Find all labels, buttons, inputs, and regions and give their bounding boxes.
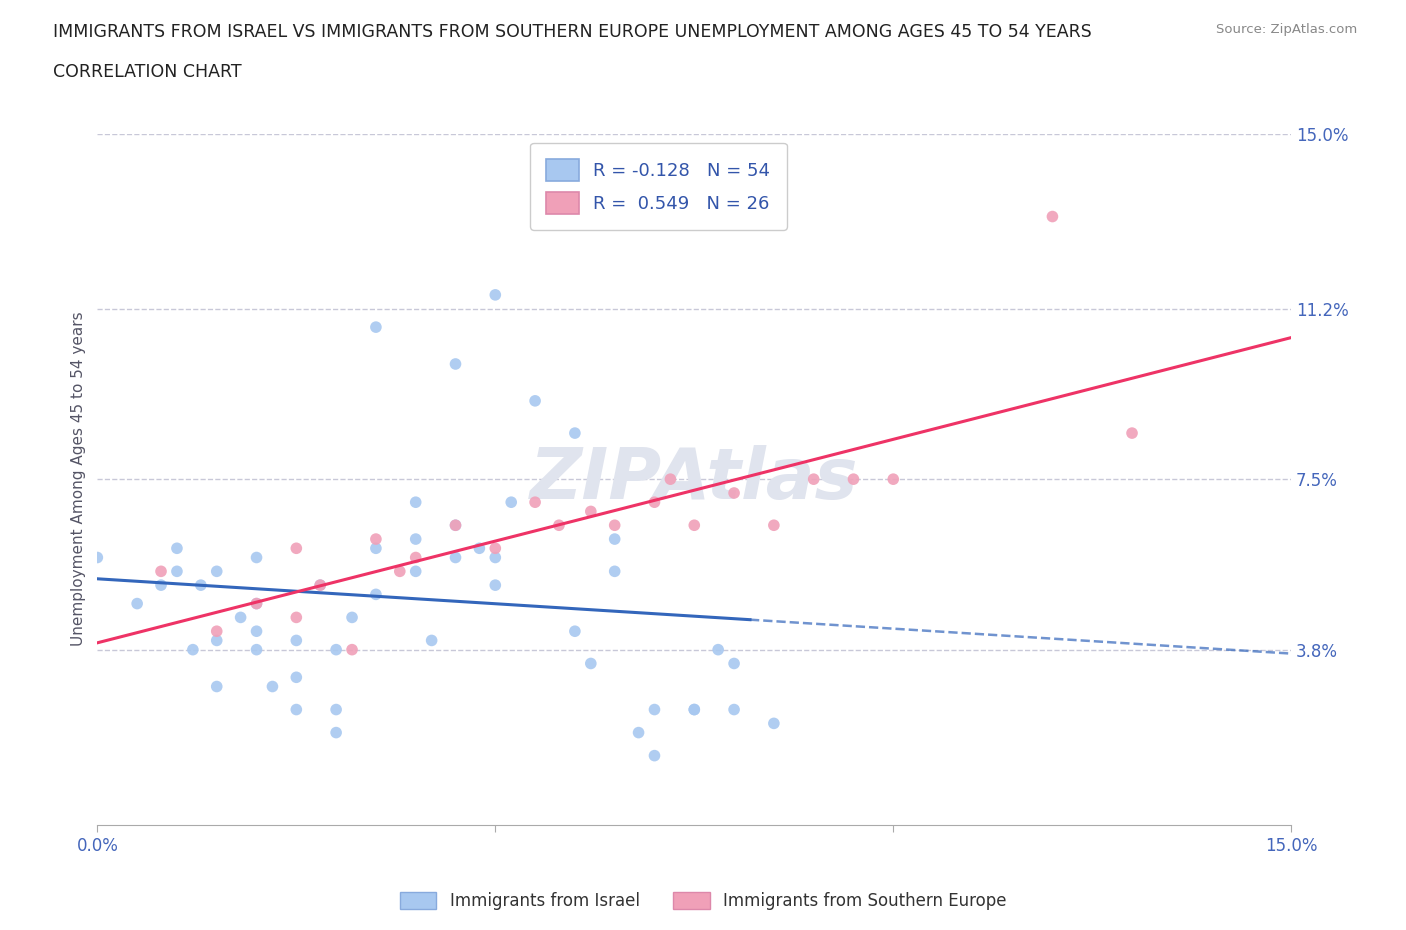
Point [86, 550, 108, 565]
Point [285, 541, 308, 556]
Point [762, 716, 785, 731]
Point [181, 643, 204, 658]
Point [683, 518, 706, 533]
Point [405, 550, 427, 565]
Point [245, 596, 267, 611]
Point [205, 633, 228, 648]
Point [603, 518, 626, 533]
Point [150, 564, 173, 578]
Point [762, 518, 785, 533]
Point [882, 472, 904, 486]
Point [579, 656, 602, 671]
Point [405, 532, 427, 547]
Point [309, 578, 332, 592]
Point [150, 578, 173, 592]
Point [501, 495, 523, 510]
Text: ZIPAtlas: ZIPAtlas [530, 445, 859, 513]
Point [683, 702, 706, 717]
Point [484, 578, 506, 592]
Point [325, 643, 347, 658]
Point [842, 472, 865, 486]
Point [245, 624, 267, 639]
Point [723, 656, 745, 671]
Point [723, 702, 745, 717]
Point [325, 725, 347, 740]
Point [803, 472, 825, 486]
Point [548, 518, 571, 533]
Point [285, 702, 308, 717]
Point [420, 633, 443, 648]
Point [285, 610, 308, 625]
Point [285, 670, 308, 684]
Point [524, 393, 547, 408]
Point [245, 550, 267, 565]
Point [309, 578, 332, 592]
Point [364, 587, 387, 602]
Point [579, 504, 602, 519]
Point [340, 610, 363, 625]
Point [603, 564, 626, 578]
Point [405, 564, 427, 578]
Point [1042, 209, 1064, 224]
Point [127, 596, 149, 611]
Point [444, 550, 467, 565]
Point [444, 518, 467, 533]
Point [444, 356, 467, 371]
Point [262, 679, 284, 694]
Legend: Immigrants from Israel, Immigrants from Southern Europe: Immigrants from Israel, Immigrants from … [392, 885, 1014, 917]
Point [1121, 426, 1143, 441]
Point [285, 633, 308, 648]
Legend: R = -0.128   N = 54, R =  0.549   N = 26: R = -0.128 N = 54, R = 0.549 N = 26 [530, 142, 787, 230]
Point [190, 578, 212, 592]
Text: Source: ZipAtlas.com: Source: ZipAtlas.com [1216, 23, 1357, 36]
Point [627, 725, 650, 740]
Point [643, 495, 665, 510]
Point [340, 643, 363, 658]
Point [364, 541, 387, 556]
Point [245, 643, 267, 658]
Point [205, 564, 228, 578]
Point [524, 495, 547, 510]
Point [405, 495, 427, 510]
Point [245, 596, 267, 611]
Point [707, 643, 730, 658]
Point [643, 749, 665, 764]
Point [364, 320, 387, 335]
Point [468, 541, 491, 556]
Point [166, 541, 188, 556]
Point [205, 624, 228, 639]
Point [659, 472, 682, 486]
Point [444, 518, 467, 533]
Text: IMMIGRANTS FROM ISRAEL VS IMMIGRANTS FROM SOUTHERN EUROPE UNEMPLOYMENT AMONG AGE: IMMIGRANTS FROM ISRAEL VS IMMIGRANTS FRO… [53, 23, 1092, 41]
Text: CORRELATION CHART: CORRELATION CHART [53, 63, 242, 81]
Point [205, 679, 228, 694]
Point [564, 426, 586, 441]
Point [564, 624, 586, 639]
Point [325, 702, 347, 717]
Point [166, 564, 188, 578]
Y-axis label: Unemployment Among Ages 45 to 54 years: Unemployment Among Ages 45 to 54 years [72, 312, 86, 646]
Point [229, 610, 252, 625]
Point [388, 564, 411, 578]
Point [723, 485, 745, 500]
Point [484, 550, 506, 565]
Point [643, 702, 665, 717]
Point [484, 287, 506, 302]
Point [484, 541, 506, 556]
Point [603, 532, 626, 547]
Point [364, 532, 387, 547]
Point [683, 702, 706, 717]
